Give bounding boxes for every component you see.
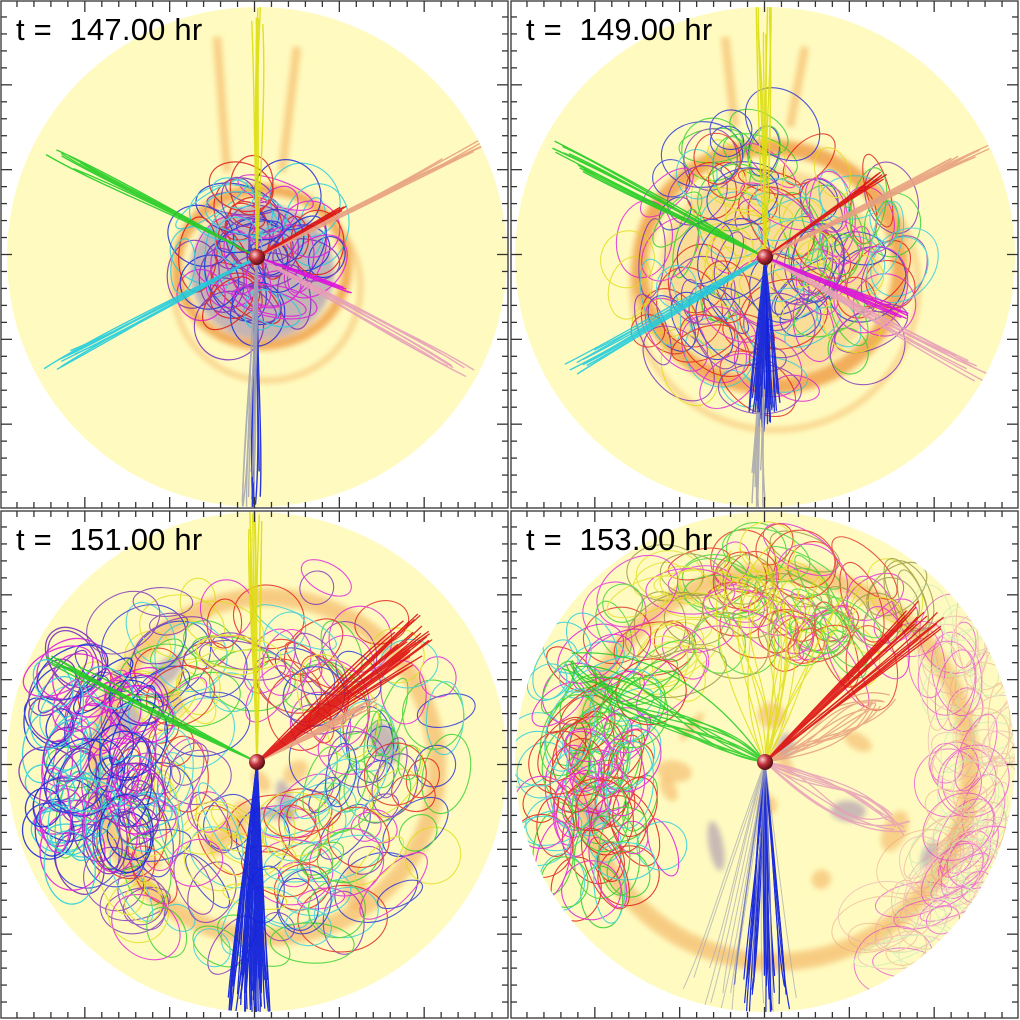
time-label: t = 153.00 hr (526, 522, 713, 557)
panel-t153: t = 153.00 hr (510, 510, 1019, 1019)
panel-plot (0, 0, 509, 509)
time-label: t = 149.00 hr (526, 12, 713, 47)
central-body (757, 754, 773, 770)
central-body (249, 249, 265, 265)
panel-t149: t = 149.00 hr (510, 0, 1019, 509)
panel-t151: t = 151.00 hr (0, 510, 509, 1019)
panel-plot (510, 0, 1019, 509)
time-label: t = 151.00 hr (16, 522, 203, 557)
panel-plot (510, 510, 1019, 1019)
panel-plot (0, 510, 509, 1019)
central-body (757, 249, 773, 265)
time-label: t = 147.00 hr (16, 12, 203, 47)
panel-t147: t = 147.00 hr (0, 0, 509, 509)
central-body (249, 754, 265, 770)
